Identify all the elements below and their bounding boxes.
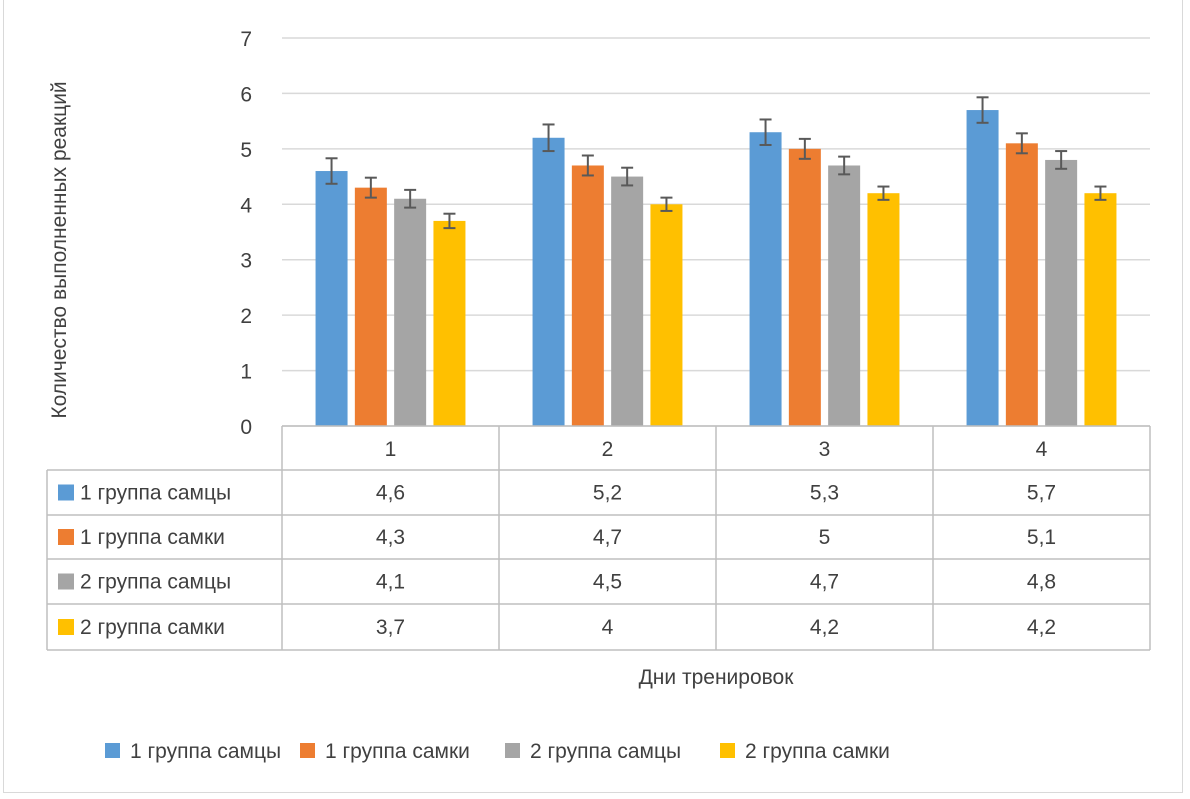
bar <box>1084 193 1117 426</box>
table-cell-value: 4,7 <box>810 571 839 594</box>
table-legend-key <box>58 529 74 545</box>
bar <box>315 171 348 426</box>
bar <box>788 148 821 426</box>
table-legend-key <box>58 573 74 590</box>
table-cell-value: 4 <box>602 616 614 639</box>
table-cell-value: 5,7 <box>1027 482 1056 505</box>
bar <box>749 132 782 426</box>
table-legend-key <box>58 619 74 635</box>
table-cell-value: 5,2 <box>593 482 622 505</box>
x-category-label: 2 <box>602 438 614 461</box>
bar <box>966 110 999 427</box>
table-series-name: 1 группа самцы <box>80 482 231 505</box>
y-tick-label: 1 <box>240 361 252 384</box>
bar <box>1045 159 1078 426</box>
legend-key <box>300 743 315 758</box>
bar <box>394 198 427 426</box>
bar <box>650 204 683 426</box>
x-category-label: 1 <box>385 438 397 461</box>
table-cell-value: 4,7 <box>593 526 622 549</box>
bar <box>354 187 387 426</box>
y-axis-title: Количество выполненных реакций <box>48 81 71 418</box>
x-axis-title: Дни тренировок <box>639 666 795 689</box>
table-cell-value: 4,3 <box>376 526 405 549</box>
table-series-name: 1 группа самки <box>80 526 225 549</box>
table-cell-value: 5,3 <box>810 482 839 505</box>
table-cell-value: 4,8 <box>1027 571 1056 594</box>
bar <box>433 220 466 426</box>
legend-label: 2 группа самцы <box>530 740 681 763</box>
legend-key <box>105 743 120 758</box>
legend-label: 1 группа самцы <box>130 740 281 763</box>
x-category-label: 3 <box>819 438 831 461</box>
table-cell-value: 4,5 <box>593 571 622 594</box>
x-category-label: 4 <box>1036 438 1048 461</box>
table-cell-value: 4,2 <box>810 616 839 639</box>
table-series-name: 2 группа самцы <box>80 571 231 594</box>
bar <box>828 165 861 426</box>
bar <box>611 176 644 426</box>
bar <box>532 137 565 426</box>
table-cell-value: 4,1 <box>376 571 405 594</box>
table-cell-value: 4,2 <box>1027 616 1056 639</box>
legend-label: 2 группа самки <box>745 740 890 763</box>
legend-key <box>720 743 735 758</box>
legend-label: 1 группа самки <box>325 740 470 763</box>
y-tick-label: 2 <box>240 305 252 328</box>
bar <box>1005 143 1038 427</box>
y-tick-label: 3 <box>240 250 252 273</box>
table-cell-value: 5 <box>819 526 831 549</box>
table-cell-value: 3,7 <box>376 616 405 639</box>
chart-frame <box>3 0 1183 793</box>
y-tick-label: 6 <box>240 83 252 106</box>
legend-key <box>505 743 520 758</box>
table-cell-value: 5,1 <box>1027 526 1056 549</box>
y-tick-label: 0 <box>240 416 252 439</box>
table-legend-key <box>58 484 74 501</box>
y-tick-label: 5 <box>240 139 252 162</box>
y-tick-label: 4 <box>240 194 252 217</box>
bar <box>571 165 604 426</box>
table-series-name: 2 группа самки <box>80 616 225 639</box>
table-cell-value: 4,6 <box>376 482 405 505</box>
bar <box>867 193 900 426</box>
y-tick-label: 7 <box>240 28 252 51</box>
